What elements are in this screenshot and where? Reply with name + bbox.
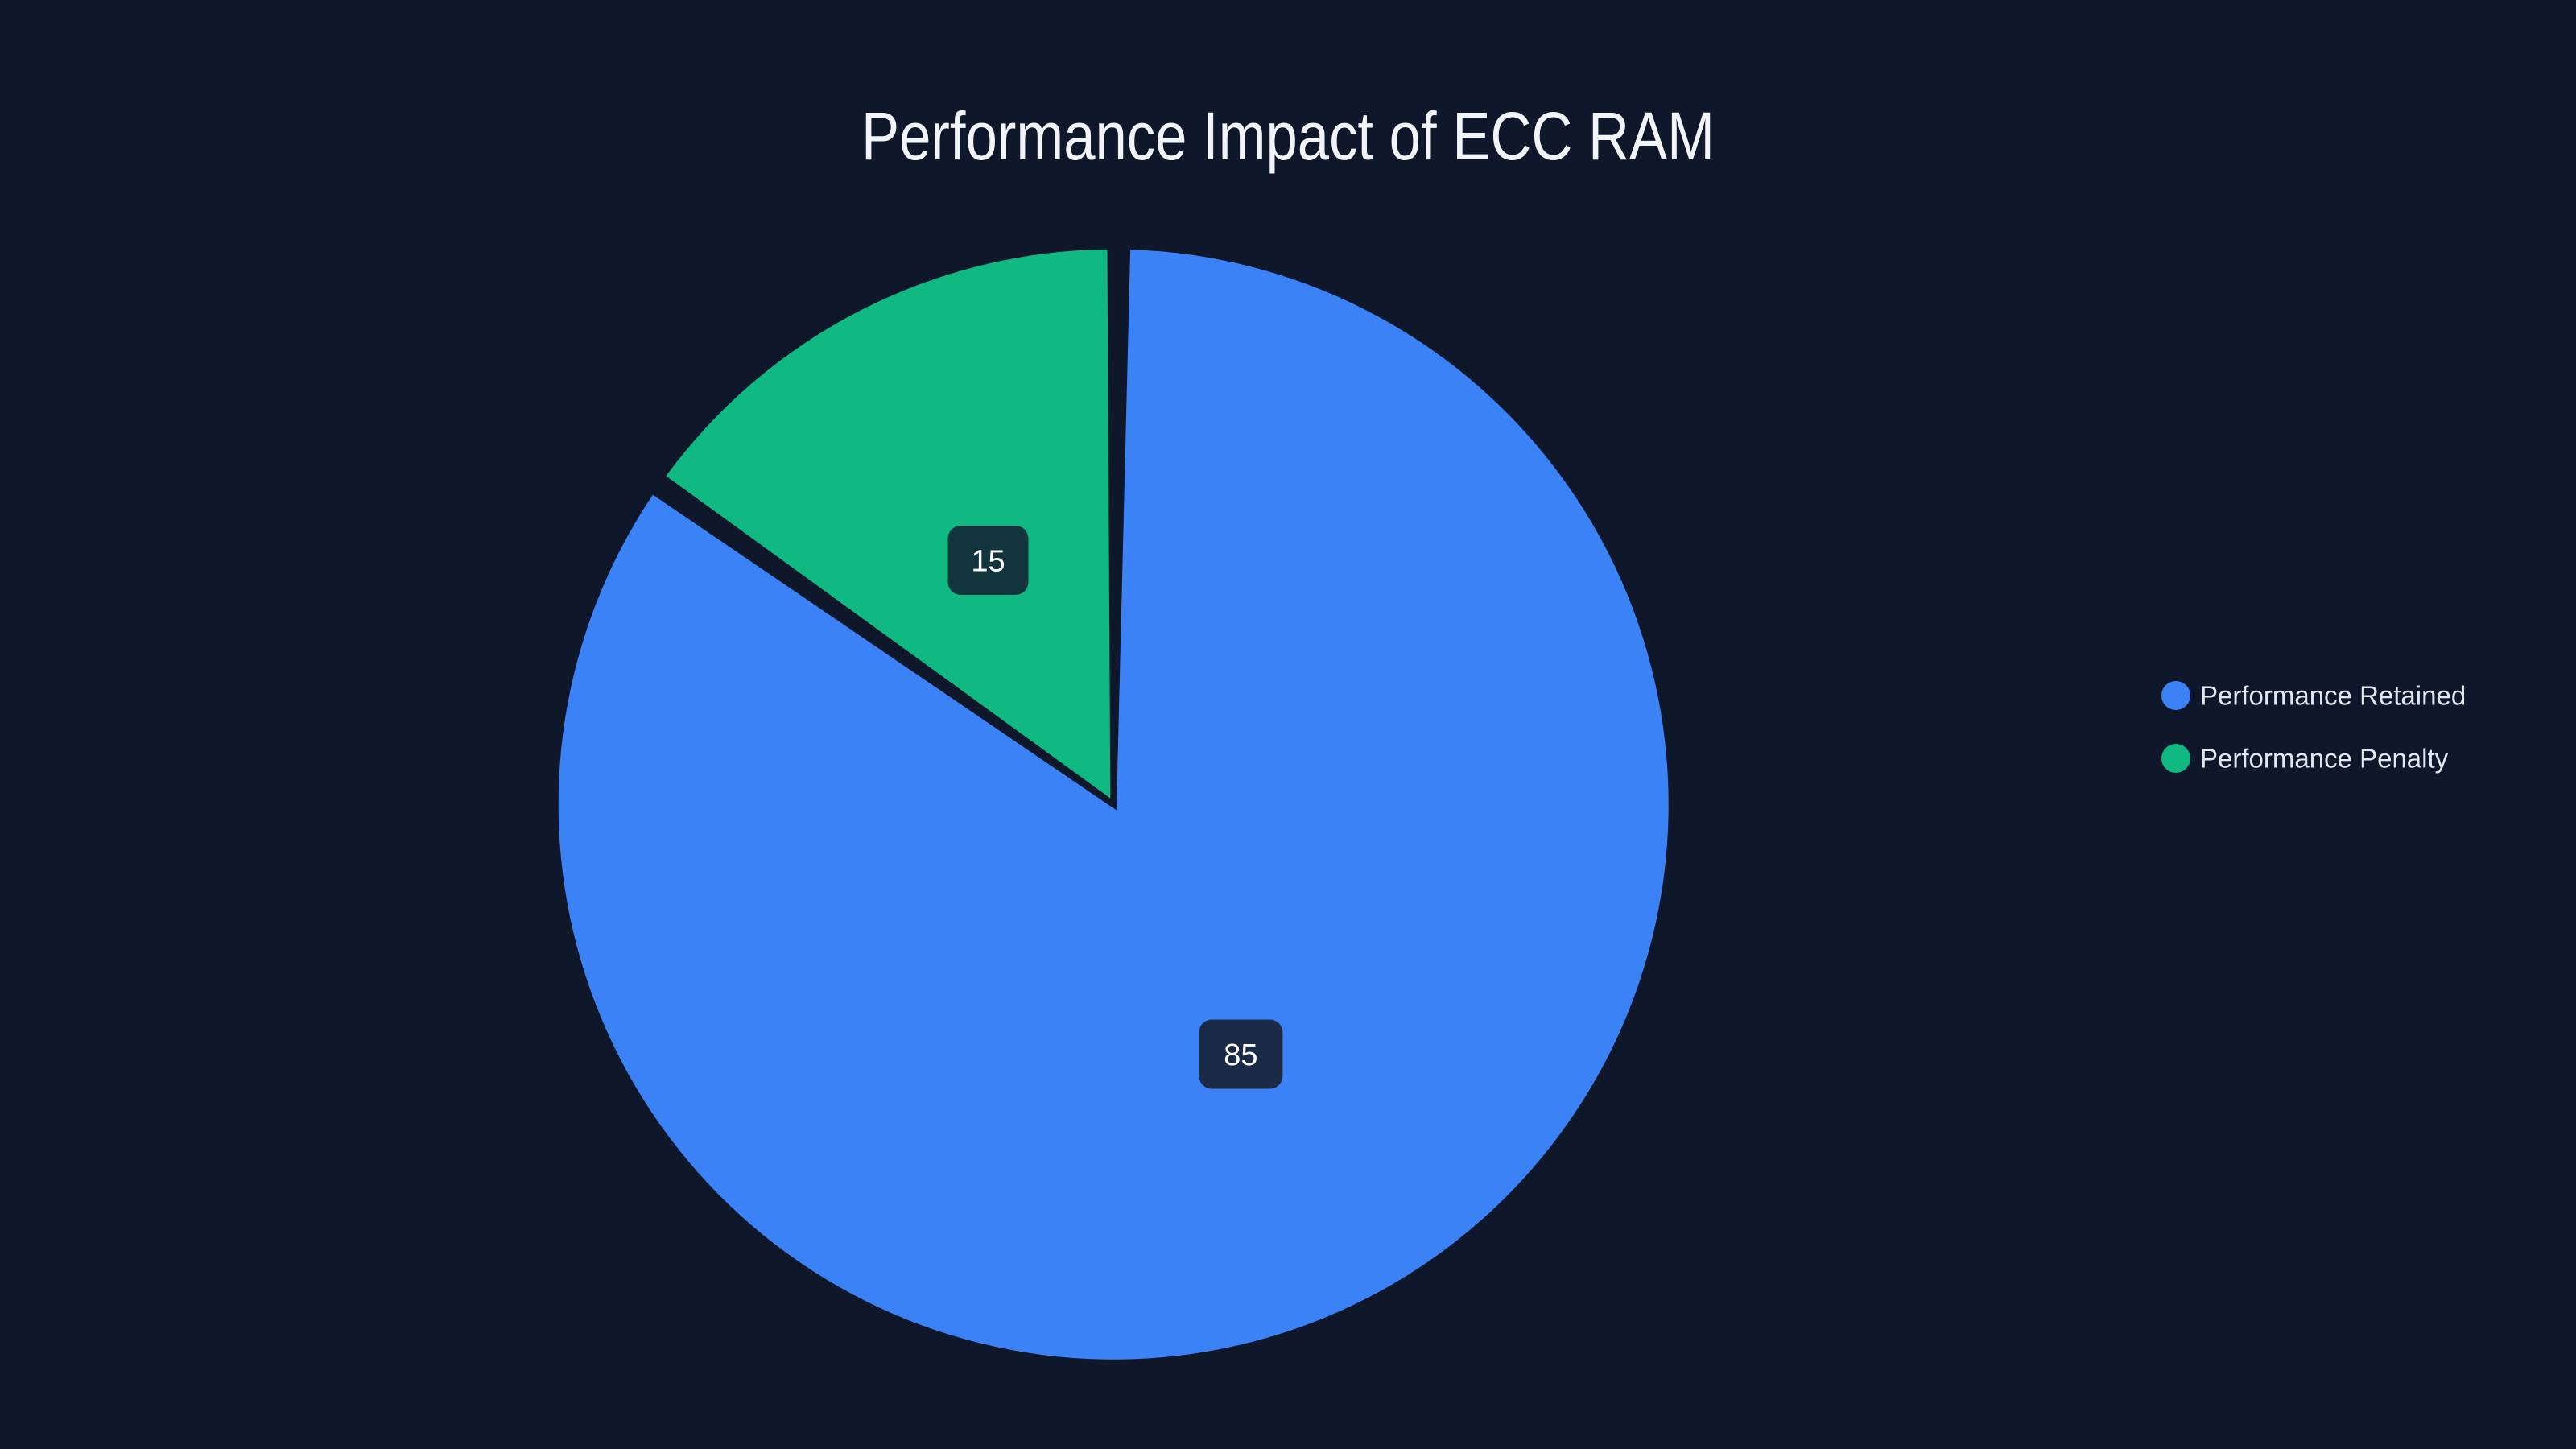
- svg-text:15: 15: [971, 545, 1005, 579]
- svg-text:85: 85: [1224, 1038, 1257, 1072]
- svg-text:Performance Retained: Performance Retained: [2200, 681, 2466, 711]
- svg-text:Performance Impact of ECC RAM: Performance Impact of ECC RAM: [861, 98, 1715, 174]
- svg-text:Performance Penalty: Performance Penalty: [2200, 744, 2449, 774]
